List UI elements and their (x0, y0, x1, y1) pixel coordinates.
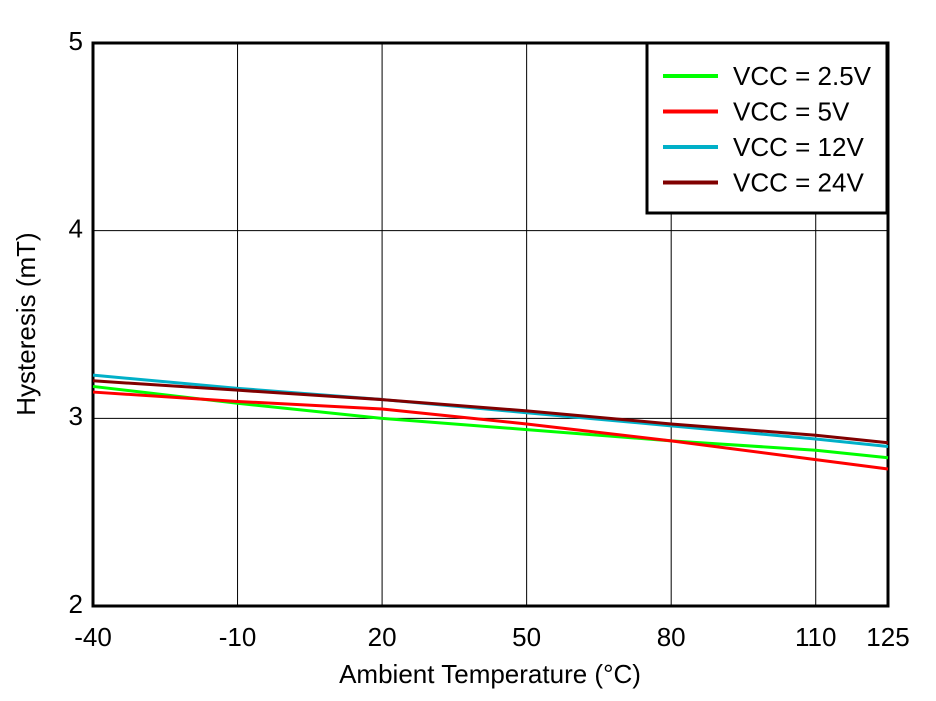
series-line (92, 384, 889, 460)
x-tick-label: 80 (657, 622, 686, 652)
x-tick-label: 110 (795, 622, 836, 652)
x-tick-label: 20 (368, 622, 397, 652)
series-line (92, 373, 889, 448)
x-tick-label: 50 (512, 622, 541, 652)
x-axis-title: Ambient Temperature (°C) (339, 659, 641, 689)
x-tick-label: -10 (219, 622, 257, 652)
legend-box (645, 41, 889, 215)
x-tick-label: 125 (866, 622, 909, 652)
y-axis-title: Hysteresis (mT) (11, 232, 41, 415)
y-tick-label: 4 (69, 214, 83, 244)
x-tick-label: -40 (74, 622, 112, 652)
series-line (92, 379, 889, 445)
legend-label: VCC = 2.5V (733, 61, 872, 91)
y-tick-label: 3 (69, 401, 83, 431)
series-line (92, 390, 889, 471)
y-tick-label: 2 (69, 589, 83, 619)
legend-label: VCC = 24V (733, 167, 864, 197)
legend-label: VCC = 12V (733, 132, 864, 162)
y-tick-label: 5 (69, 26, 83, 56)
plot-frame (91, 41, 890, 608)
legend-label: VCC = 5V (733, 96, 850, 126)
